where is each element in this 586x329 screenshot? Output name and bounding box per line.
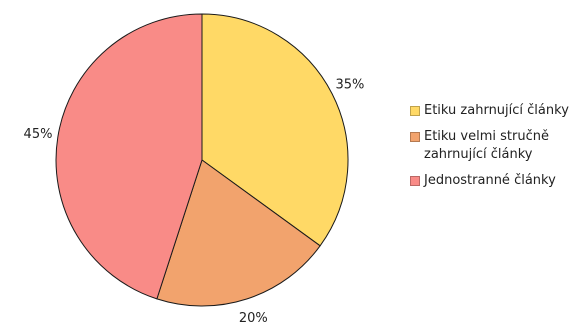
legend-item-1: Etiku zahrnující články	[410, 102, 584, 120]
data-label-1: 35%	[335, 78, 364, 93]
pie-slices	[55, 13, 349, 307]
legend-label: Etiku zahrnující články	[424, 103, 569, 118]
legend-swatch	[410, 132, 420, 142]
legend-label: Etiku velmi stručně zahrnující články	[424, 129, 549, 162]
pie-chart: 35% 20% 45%	[24, 13, 365, 326]
pie-data-labels: 35% 20% 45%	[24, 78, 365, 326]
legend-swatch	[410, 176, 420, 186]
pie-slice-3	[55, 13, 203, 300]
legend-item-3: Jednostranné články	[410, 172, 584, 190]
chart-legend: Etiku zahrnující články Etiku velmi struč…	[410, 102, 584, 198]
data-label-3: 45%	[24, 127, 53, 142]
legend-item-2: Etiku velmi stručně zahrnující články	[410, 128, 584, 164]
legend-label: Jednostranné články	[424, 173, 556, 188]
legend-swatch	[410, 106, 420, 116]
pie-slice-2	[156, 159, 321, 307]
pie-slice-1	[201, 13, 349, 247]
data-label-2: 20%	[239, 311, 268, 326]
